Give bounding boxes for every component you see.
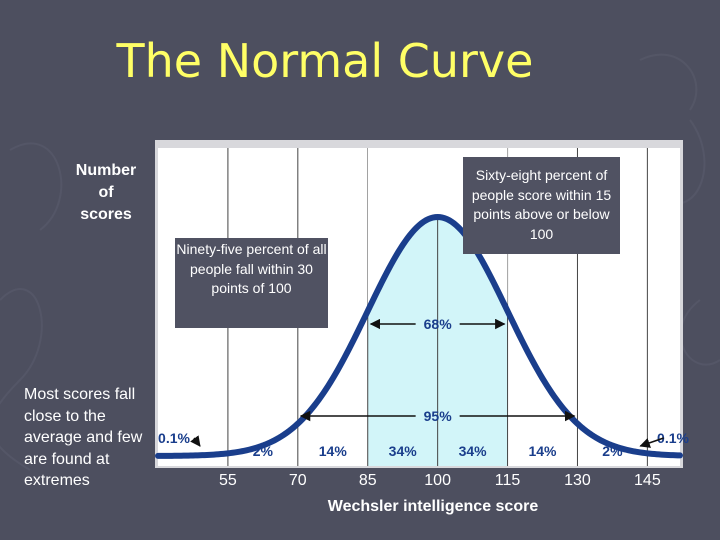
- side-note: Most scores fall close to the average an…: [24, 386, 143, 489]
- y-axis-label-line: of: [98, 184, 114, 201]
- x-tick-label: 70: [288, 472, 307, 489]
- segment-percent-label: 0.1%: [657, 430, 689, 446]
- callout-sixty-eight-percent: Sixty-eight percent of people score with…: [463, 157, 620, 254]
- segment-percent-label: 2%: [602, 443, 623, 459]
- segment-percent-label: 14%: [528, 443, 557, 459]
- segment-percent-label: 0.1%: [158, 430, 190, 446]
- segment-percent-label: 2%: [253, 443, 274, 459]
- callout-ninety-five-percent: Ninety-five percent of all people fall w…: [175, 238, 328, 328]
- x-tick-label: 100: [424, 472, 451, 489]
- segment-percent-label: 14%: [319, 443, 348, 459]
- y-axis-label-line: scores: [80, 206, 132, 223]
- x-tick-label: 85: [358, 472, 377, 489]
- slide-title: The Normal Curve: [116, 34, 534, 88]
- tail-pointer-arrow: [190, 435, 201, 447]
- x-tick-label: 55: [219, 472, 237, 489]
- x-axis-label: Wechsler intelligence score: [327, 498, 539, 515]
- x-tick-label: 115: [494, 472, 521, 489]
- segment-percent-label: 34%: [389, 443, 418, 459]
- range-label: 95%: [424, 408, 453, 424]
- segment-percent-label: 34%: [459, 443, 488, 459]
- x-tick-label: 130: [564, 472, 591, 489]
- x-tick-label: 145: [634, 472, 661, 489]
- y-axis-label-line: Number: [75, 162, 137, 179]
- range-label: 68%: [424, 316, 453, 332]
- normal-curve-line: [155, 213, 683, 459]
- tail-pointer-arrow: [639, 437, 664, 448]
- y-axis-label: Number of scores: [62, 160, 150, 226]
